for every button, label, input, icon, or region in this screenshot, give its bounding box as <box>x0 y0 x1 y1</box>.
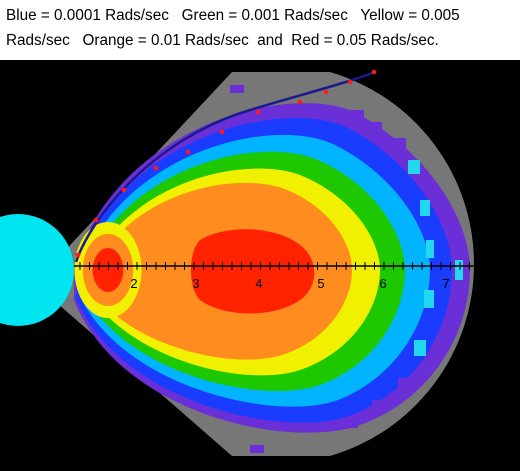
axis-tick-label: 7 <box>442 276 449 291</box>
axis-tick-label: 5 <box>317 276 324 291</box>
trajectory-markers <box>75 69 377 258</box>
trajectory-marker <box>297 99 303 105</box>
edge-block-0 <box>350 110 364 118</box>
edge-block-10 <box>340 418 358 428</box>
trajectory-marker <box>255 109 261 115</box>
axis-tick-label: 4 <box>255 276 262 291</box>
band-red-6 <box>191 229 315 314</box>
trajectory-marker <box>371 69 377 75</box>
edge-block-4 <box>420 200 430 216</box>
caption: Blue = 0.0001 Rads/sec Green = 0.001 Rad… <box>0 0 520 58</box>
edge-block-2 <box>390 138 406 150</box>
edge-block-11 <box>230 85 244 93</box>
trajectory-marker <box>347 79 353 85</box>
edge-block-3 <box>408 160 420 174</box>
edge-block-5 <box>426 240 434 258</box>
trajectory-marker <box>219 129 225 135</box>
dose-rate-plot: 2 3 4 5 6 7 <box>0 60 520 471</box>
edge-block-8 <box>398 378 412 390</box>
trajectory-marker <box>93 217 99 223</box>
contour-bands <box>74 103 470 433</box>
trajectory-marker <box>153 165 159 171</box>
edge-block-7 <box>414 340 426 356</box>
horizontal-axis: 2 3 4 5 6 7 <box>74 262 505 291</box>
axis-tick-label: 3 <box>192 276 199 291</box>
dose-rate-map: 2 3 4 5 6 7 <box>0 60 520 471</box>
axis-tick-label: 6 <box>379 276 386 291</box>
edge-block-13 <box>455 260 463 280</box>
caption-line-1: Blue = 0.0001 Rads/sec Green = 0.001 Rad… <box>6 7 460 24</box>
trajectory-marker <box>121 187 127 193</box>
trajectory-marker <box>75 252 81 258</box>
caption-line-2: Rads/sec Orange = 0.01 Rads/sec and Red … <box>6 32 439 49</box>
edge-block-1 <box>368 122 382 132</box>
cyan-target-circle <box>0 214 74 326</box>
contour-edge-blocks <box>230 85 463 453</box>
edge-block-6 <box>424 290 434 308</box>
edge-block-9 <box>372 400 388 410</box>
axis-tick-label: 2 <box>130 276 137 291</box>
edge-block-12 <box>250 445 264 453</box>
trajectory-marker <box>323 89 329 95</box>
trajectory-marker <box>185 149 191 155</box>
